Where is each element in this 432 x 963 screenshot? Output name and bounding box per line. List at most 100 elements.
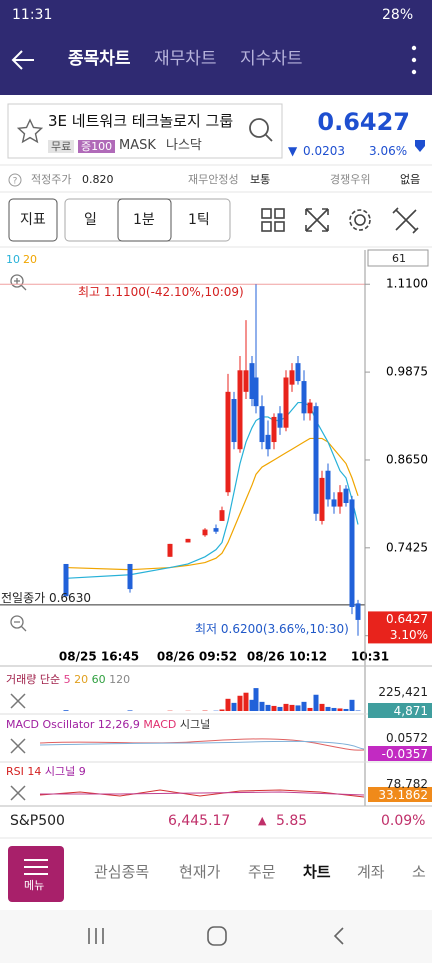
indicator-button[interactable] [8,198,58,242]
system-nav [0,910,432,963]
system-back-button[interactable] [333,927,344,945]
toolbar-button[interactable]: 1틱 [188,212,210,228]
high-label: 최고 1.1100(-42.10%,10:09) [78,285,244,299]
tab[interactable]: 지수차트 [240,49,303,69]
rsi-top: 78.782 [386,777,428,791]
stock-name: 3E 네트워크 테크놀로지 그룹 [48,112,234,130]
prev-close-label: 전일종가 0.6630 [1,591,91,605]
info-value: 보통 [250,173,271,186]
tools-icon[interactable] [392,207,419,234]
low-label: 최저 0.6200(3.66%,10:30) [195,622,349,636]
y-tick-label: 0.8650 [386,452,428,466]
candle-body [301,381,307,414]
volume-bar [313,694,319,711]
count-box [367,249,429,267]
nav-item-active[interactable]: 차트 [303,863,331,881]
index-change: 5.85 [276,813,308,829]
badge: 증100 [78,140,116,153]
rsi-signal-label: 시그널 9 [44,765,86,778]
stock-box[interactable] [7,103,283,159]
volume-ma: 60 [91,673,106,686]
candle-body [349,499,355,608]
candle-body [307,402,313,414]
volume-bar [225,698,231,711]
toolbar-button[interactable]: 일 [84,212,97,228]
help-icon[interactable] [8,173,22,187]
volume-last-box [368,703,432,718]
info-value: 0.820 [82,173,114,186]
fullscreen-icon[interactable] [305,208,329,232]
volume-bar [349,699,355,711]
candle-body [219,510,225,521]
volume-bar [343,708,349,711]
volume-bar [325,706,331,711]
volume-bar [289,704,295,711]
index-value: 6,445.17 [168,813,231,829]
candle-body [253,377,259,407]
candle-body [249,363,255,399]
candle-body [231,398,237,443]
zoom-in-icon[interactable] [10,274,27,291]
volume-bar [231,702,237,711]
stock-ticker: MASK [119,138,156,153]
last-price-label: 0.6427 [386,612,428,626]
tab-active[interactable]: 종목차트 [68,49,131,69]
change-arrow: ▼ [288,144,298,158]
volume-bar [283,703,289,711]
volume-bar [295,705,301,711]
x-tick-label: 08/25 16:45 [59,650,139,664]
volume-bar [243,692,249,711]
settings-icon[interactable] [349,209,371,231]
candle-body [271,416,277,443]
layout-icon[interactable] [261,208,285,232]
more-menu[interactable] [411,45,417,75]
candle-body [225,391,231,493]
close-indicator-icons[interactable] [10,693,26,801]
stock-change: 0.0203 [303,144,345,158]
volume-bar [319,703,325,711]
nav-item[interactable]: 현재가 [179,863,221,881]
volume-bar [249,699,255,711]
volume-bar [301,701,307,711]
home-button[interactable] [207,926,227,946]
price-marker [415,140,425,152]
volume-bar [253,688,259,711]
candle-body [355,603,361,620]
volume-ma: 5 [63,673,71,686]
help-mark: ? [13,177,18,187]
rsi-line [39,789,365,798]
favorite-star[interactable] [16,118,44,144]
back-arrow[interactable] [11,50,34,70]
candle-body [337,492,343,507]
stock-change-pct: 3.06% [369,144,408,158]
candle-body [277,413,283,428]
period-selected[interactable] [117,198,172,242]
tab[interactable]: 재무차트 [154,49,217,69]
macd-title-text: MACD Oscillator 12,26,9 [6,718,140,731]
volume-bar [127,710,133,711]
candle-body [283,377,289,428]
toolbar-button[interactable]: 1분 [133,212,155,228]
nav-item[interactable]: 관심종목 [94,863,150,881]
recents-button[interactable] [88,928,104,944]
nav-item[interactable]: 계좌 [357,863,385,881]
toolbar-button[interactable]: 지표 [20,212,46,228]
volume-last: 4,871 [393,704,428,718]
menu-label: 메뉴 [24,879,45,892]
zoom-out-icon[interactable] [10,615,27,632]
volume-ma: 20 [74,673,89,686]
nav-item[interactable]: 소 [412,863,426,881]
nav-item[interactable]: 주문 [248,863,276,881]
count-value: 61 [392,252,406,265]
volume-bar [259,701,265,711]
macd-line [39,738,365,751]
macd-title: MACD Oscillator 12,26,9 MACD 시그널 [6,719,210,730]
candle-body [213,528,219,532]
index-name[interactable]: S&P500 [10,813,65,829]
volume-bar [219,709,225,711]
badge: 무료 [48,140,75,153]
search-icon[interactable] [249,118,273,142]
candle-body [127,563,133,590]
candle-body [319,477,325,521]
